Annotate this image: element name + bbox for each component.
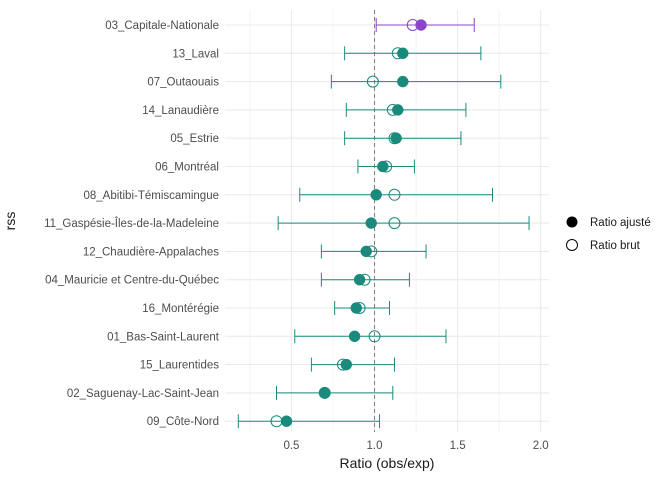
x-tick-label: 2.0: [533, 440, 549, 452]
legend-adjusted-key: [566, 216, 578, 228]
y-tick-label: 15_Laurentides: [140, 360, 220, 372]
adjusted-ratio-point: [392, 104, 404, 116]
raw-ratio-point: [368, 330, 381, 343]
category-row: [375, 18, 475, 32]
category-row: [357, 159, 415, 174]
y-tick-label: 11_Gaspésie-Îles-de-la-Madeleine: [44, 217, 219, 230]
raw-ratio-point: [366, 75, 379, 88]
adjusted-ratio-point: [360, 245, 372, 258]
adjusted-ratio-point: [415, 19, 427, 31]
legend-raw-key: [566, 239, 578, 251]
plot-panel: [225, 10, 549, 432]
adjusted-ratio-point: [390, 132, 402, 144]
category-row: [277, 216, 530, 231]
legend-raw-label: Ratio brut: [590, 240, 641, 252]
adjusted-ratio-point: [340, 358, 353, 371]
x-tick-label: 1.5: [450, 440, 466, 452]
category-row: [276, 385, 394, 400]
category-row: [345, 102, 467, 117]
y-tick-label: 13_Laval: [172, 48, 219, 60]
legend: Ratio ajusté Ratio brut: [566, 216, 651, 252]
y-tick-label: 08_Abitibi-Témiscamingue: [83, 190, 219, 202]
x-axis-title: Ratio (obs/exp): [340, 455, 435, 471]
category-row: [334, 301, 390, 315]
y-tick-label: 01_Bas-Saint-Laurent: [107, 331, 220, 343]
adjusted-ratio-point: [348, 330, 361, 343]
y-axis-title: rss: [2, 212, 18, 231]
y-axis-tick-labels: 03_Capitale-Nationale 13_Laval 07_Outaouai…: [44, 20, 220, 428]
category-row: [320, 272, 410, 287]
adjusted-ratio-point: [353, 273, 366, 286]
adjusted-ratio-point: [365, 217, 377, 229]
y-tick-label: 07_Outaouais: [147, 77, 219, 89]
x-tick-label: 1.0: [367, 440, 383, 452]
y-tick-label: 02_Saguenay-Lac-Saint-Jean: [67, 388, 219, 400]
category-row: [330, 74, 502, 89]
y-tick-label: 12_Chaudière-Appalaches: [83, 246, 219, 258]
category-row: [237, 414, 381, 429]
adjusted-ratio-point: [318, 387, 331, 399]
y-tick-label: 04_Mauricie et Centre-du-Québec: [45, 275, 219, 287]
legend-adjusted-label: Ratio ajusté: [590, 217, 651, 229]
raw-ratio-point: [388, 188, 401, 201]
adjusted-ratio-point: [280, 415, 293, 427]
adjusted-ratio-point: [377, 160, 389, 173]
y-tick-label: 09_Côte-Nord: [147, 416, 219, 428]
y-tick-label: 16_Montérégie: [142, 303, 219, 315]
category-row: [344, 131, 462, 146]
adjusted-ratio-point: [350, 302, 363, 314]
y-tick-label: 14_Lanaudière: [142, 105, 219, 117]
adjusted-ratio-point: [397, 75, 409, 88]
y-tick-label: 05_Estrie: [170, 133, 219, 145]
x-axis-tick-labels: 0.5 1.0 1.5 2.0: [283, 440, 548, 452]
category-row: [344, 46, 482, 61]
raw-ratio-point: [388, 217, 401, 230]
y-tick-label: 03_Capitale-Nationale: [105, 20, 219, 32]
x-tick-label: 0.5: [283, 440, 299, 452]
category-row: [320, 244, 427, 259]
category-row: [294, 329, 447, 344]
category-row: [299, 187, 494, 202]
category-row: [310, 357, 395, 372]
y-tick-label: 06_Montréal: [155, 162, 219, 174]
adjusted-ratio-point: [370, 189, 382, 201]
adjusted-ratio-point: [397, 47, 409, 60]
